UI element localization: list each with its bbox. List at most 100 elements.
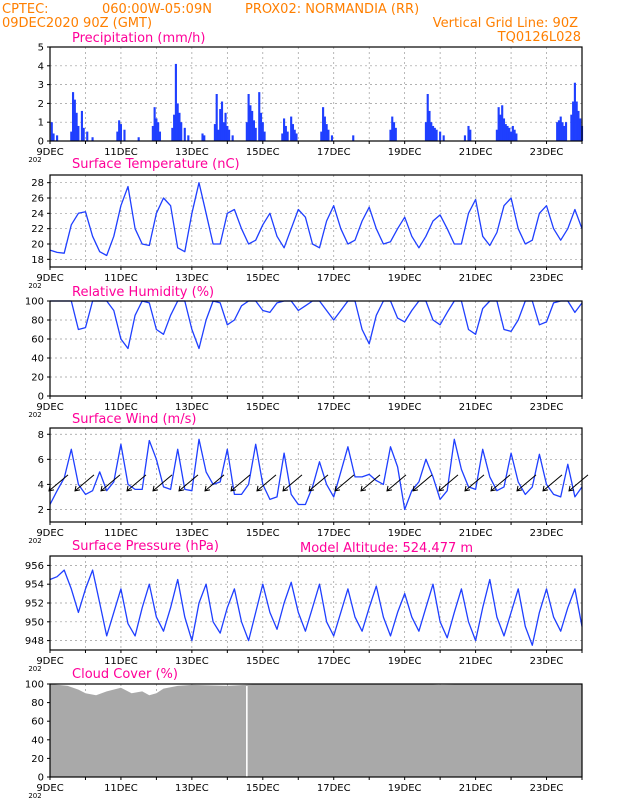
- wind-vector: [464, 474, 485, 492]
- y-tick-label: 4: [38, 480, 44, 491]
- wind-vector: [542, 474, 563, 492]
- cloud-cover-title: Cloud Cover (%): [72, 667, 178, 682]
- x-tick-label: 21DEC: [459, 147, 493, 158]
- wind-vector: [152, 474, 173, 492]
- y-tick-label: 950: [25, 617, 44, 628]
- x-tick-label: 15DEC: [246, 273, 280, 284]
- x-tick-label: 11DEC: [104, 528, 138, 539]
- x-tick-label: 17DEC: [317, 402, 351, 413]
- surface-temperature-frame: [49, 174, 583, 268]
- precip-bar: [71, 92, 75, 141]
- precip-bar: [247, 94, 250, 141]
- surface-temperature-title: Surface Temperature (nC): [72, 157, 240, 172]
- precip-bar: [426, 94, 429, 141]
- precip-bar: [495, 129, 498, 141]
- wind-vector: [282, 474, 303, 492]
- precip-bar: [570, 114, 573, 141]
- header-source: CPTEC:: [2, 2, 49, 17]
- surface-temperature-grid: [50, 175, 582, 267]
- wind-vector-head: [438, 485, 445, 492]
- x-tick-label: 13DEC: [175, 783, 209, 794]
- precip-bar: [187, 135, 190, 141]
- x-year-label: 202: [28, 156, 41, 164]
- cloud-cover-frame: [49, 683, 583, 778]
- precip-bar: [201, 133, 204, 141]
- precip-bar: [469, 129, 472, 141]
- wind-vector-head: [74, 485, 81, 492]
- precip-bar: [467, 125, 470, 141]
- precip-bar: [222, 122, 225, 141]
- x-tick-label: 11DEC: [104, 147, 138, 158]
- y-tick-label: 5: [38, 43, 44, 54]
- precip-bar: [157, 122, 160, 141]
- y-tick-label: 952: [25, 599, 44, 610]
- precip-bar: [564, 122, 568, 141]
- x-year-label: 202: [28, 411, 41, 419]
- wind-vector: [386, 474, 407, 492]
- precip-bar: [424, 122, 428, 141]
- precip-bar: [231, 135, 234, 141]
- wind-vectors: [48, 474, 589, 492]
- precip-bar: [259, 112, 263, 141]
- precip-bar: [220, 101, 224, 141]
- wind-vector: [74, 474, 95, 492]
- precip-bar: [501, 105, 504, 141]
- precip-bar: [137, 137, 140, 141]
- x-tick-label: 13DEC: [175, 528, 209, 539]
- precipitation-panel: Precipitation (mm/h) 0 1 2 3 4 5 9DEC 11DEC 13DEC…: [28, 31, 584, 164]
- y-tick-label: 26: [31, 194, 44, 205]
- wind-vector-head: [516, 485, 523, 492]
- precip-bar: [325, 124, 328, 141]
- x-tick-label: 21DEC: [459, 783, 493, 794]
- x-tick-label: 21DEC: [459, 273, 493, 284]
- wind-vector: [230, 474, 251, 492]
- y-tick-label: 60: [31, 335, 44, 346]
- surface-pressure-panel: Surface Pressure (hPa) 948 950 952 954 956 9DE…: [25, 539, 583, 673]
- precip-bar: [433, 127, 436, 141]
- precipitation-bars: [50, 63, 584, 141]
- wind-vector-head: [230, 485, 237, 492]
- header-grid-note: Vertical Grid Line: 90Z: [433, 16, 578, 31]
- chart-panels: Precipitation (mm/h) 0 1 2 3 4 5 9DEC 11DEC 13DEC…: [25, 31, 589, 800]
- precip-bar: [463, 135, 467, 141]
- precip-bar: [226, 125, 229, 141]
- surface-wind-title: Surface Wind (m/s): [72, 412, 196, 427]
- precip-bar: [281, 133, 284, 141]
- surface-wind-frame: [49, 427, 583, 523]
- precip-bar: [173, 114, 176, 141]
- x-tick-label: 17DEC: [317, 273, 351, 284]
- precip-bar: [561, 122, 564, 141]
- y-tick-label: 2: [38, 505, 44, 516]
- precip-bar: [80, 110, 83, 141]
- precip-bar: [497, 107, 500, 141]
- precip-bar: [219, 109, 222, 141]
- x-tick-label: 15DEC: [246, 147, 280, 158]
- precip-bar: [178, 112, 181, 141]
- x-tick-label: 19DEC: [388, 783, 422, 794]
- x-tick-label: 11DEC: [104, 783, 138, 794]
- y-tick-label: 40: [31, 735, 44, 746]
- x-tick-label: 13DEC: [175, 147, 209, 158]
- x-tick-label: 9DEC: [36, 273, 63, 284]
- precip-bar: [261, 122, 264, 141]
- wind-vector-head: [282, 485, 289, 492]
- precip-bar: [322, 107, 325, 141]
- precip-bar: [320, 131, 323, 141]
- precip-bar: [430, 122, 433, 141]
- precip-bar: [559, 116, 562, 141]
- wind-vector-head: [360, 485, 367, 492]
- precip-bar: [284, 125, 287, 141]
- precip-bar: [389, 129, 392, 141]
- wind-vector: [490, 474, 511, 492]
- wind-vector: [438, 474, 459, 492]
- y-tick-label: 60: [31, 717, 44, 728]
- y-tick-label: 4: [38, 61, 44, 72]
- precip-bar: [258, 92, 261, 141]
- wind-vector: [126, 474, 147, 492]
- precip-bar: [245, 122, 248, 141]
- precip-bar: [579, 118, 582, 141]
- precip-bar: [183, 127, 186, 141]
- surface-wind-panel: Surface Wind (m/s) 2 4 6 8 9DEC 11DEC 13DEC 15DE…: [28, 412, 589, 545]
- wind-vector-head: [204, 485, 211, 492]
- wind-vector: [100, 474, 121, 492]
